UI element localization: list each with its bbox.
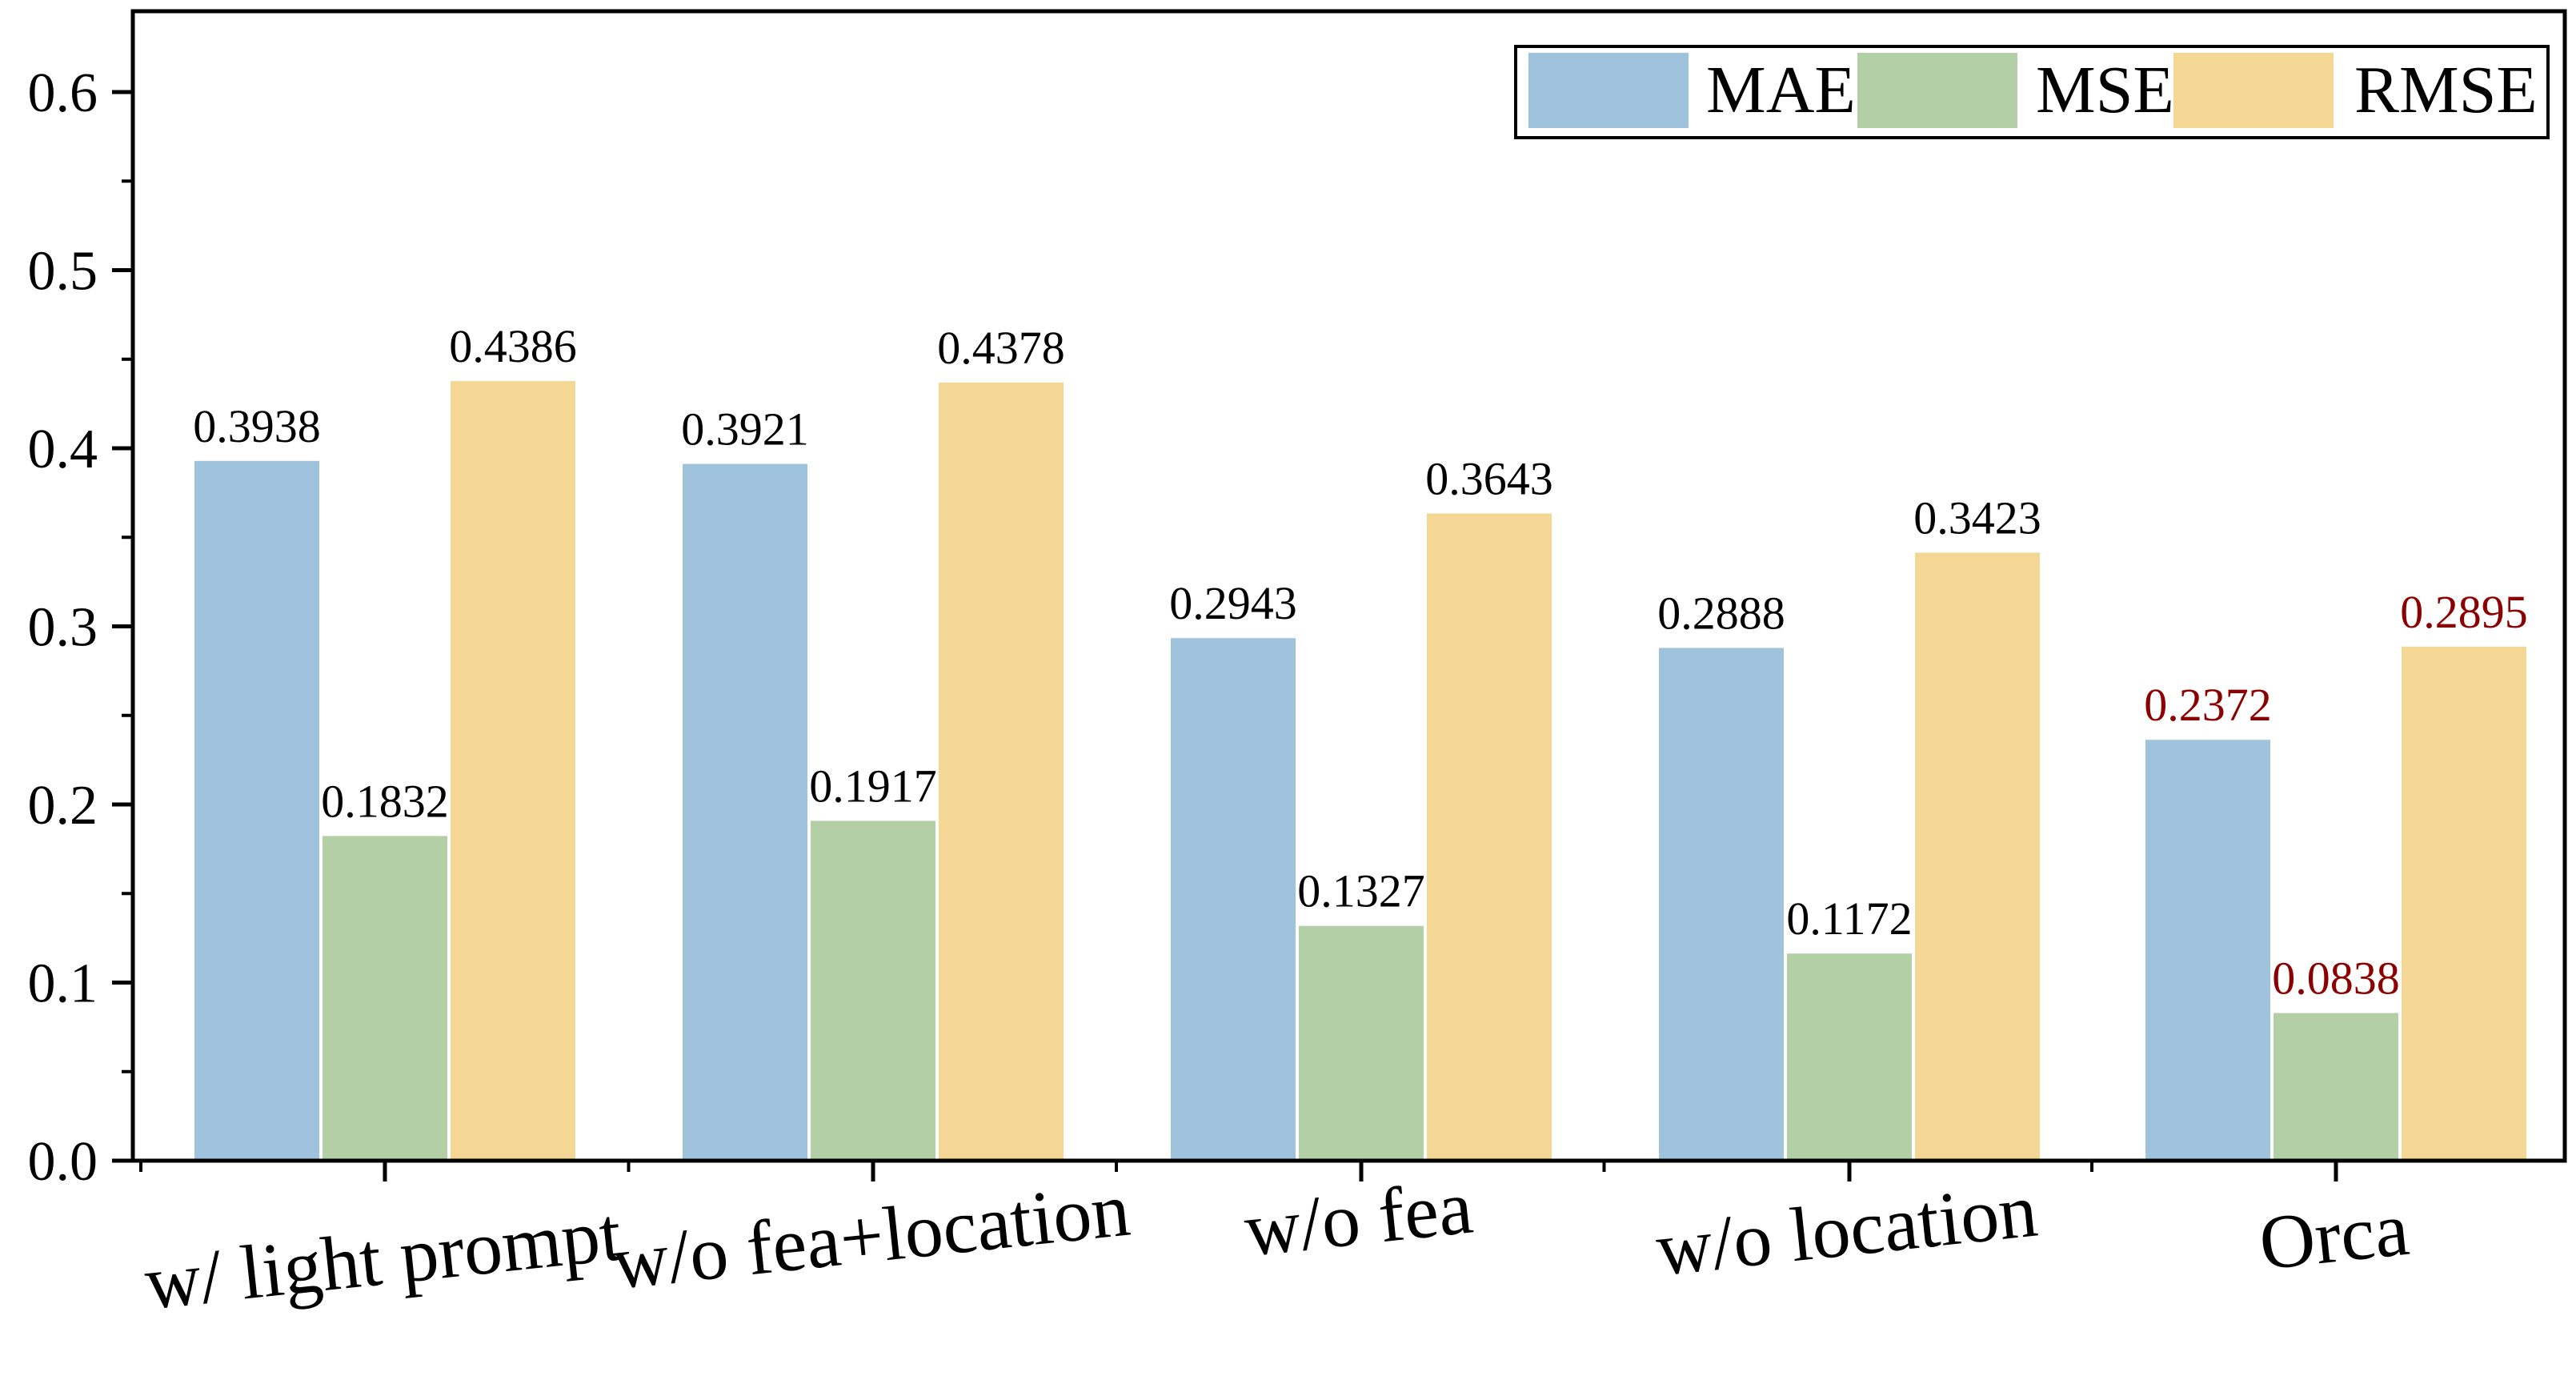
legend-swatch-mse <box>1857 53 2017 128</box>
data-label-mse-w-o-location: 0.1172 <box>1786 893 1912 945</box>
x-tick-label-w-o-fea: w/o fea <box>1240 1164 1476 1273</box>
legend-label-rmse: RMSE <box>2354 53 2538 127</box>
y-tick-label: 0.1 <box>28 953 98 1015</box>
legend: MAE MSE RMSE <box>1514 45 2550 139</box>
data-label-mse-orca: 0.0838 <box>2272 953 2400 1005</box>
plot-frame <box>130 9 2567 1163</box>
bar-mae-w-o-location <box>1656 644 1787 1162</box>
data-label-rmse-w-o-location: 0.3423 <box>1913 491 2041 544</box>
data-label-mse-w-light-prompt: 0.1832 <box>321 775 449 827</box>
bar-rmse-w-o-fea <box>1424 510 1555 1162</box>
legend-swatch-mae <box>1528 53 1689 128</box>
bar-rmse-orca <box>2398 643 2530 1162</box>
data-label-mae-w-o-fea-location: 0.3921 <box>681 403 809 455</box>
bar-mae-w-light-prompt <box>191 457 323 1162</box>
bar-mse-w-o-fea-location <box>807 817 939 1163</box>
y-tick-label: 0.6 <box>28 62 98 124</box>
bar-mse-w-o-location <box>1784 950 1915 1162</box>
data-label-rmse-w-o-fea-location: 0.4378 <box>937 322 1065 374</box>
bar-rmse-w-o-location <box>1912 549 2043 1162</box>
bar-mae-w-o-fea <box>1168 635 1299 1162</box>
data-label-mse-w-o-fea-location: 0.1917 <box>809 760 937 812</box>
data-label-rmse-orca: 0.2895 <box>2400 586 2528 638</box>
bars-layer <box>191 378 2530 1163</box>
bar-mae-orca <box>2142 736 2274 1162</box>
legend-swatch-rmse <box>2173 53 2334 128</box>
legend-label-mse: MSE <box>2036 53 2174 127</box>
data-label-mse-w-o-fea: 0.1327 <box>1297 865 1425 917</box>
x-tick-label-w-o-fea-location: w/o fea+location <box>609 1166 1134 1306</box>
y-tick-label: 0.4 <box>28 419 98 480</box>
data-label-mae-w-light-prompt: 0.3938 <box>193 400 321 452</box>
bar-mae-w-o-fea-location <box>679 460 811 1162</box>
data-labels-layer: 0.3938 0.3921 0.2943 0.2888 0.2372 0.1832 0.19… <box>193 320 2528 1004</box>
bar-rmse-w-light-prompt <box>447 378 579 1162</box>
y-tick-label: 0.3 <box>28 597 98 659</box>
y-tick-label: 0.0 <box>28 1131 98 1193</box>
data-label-rmse-w-light-prompt: 0.4386 <box>449 320 577 372</box>
x-tick-label-w-o-location: w/o location <box>1653 1167 2041 1292</box>
data-label-mae-orca: 0.2372 <box>2144 679 2272 731</box>
data-label-mae-w-o-location: 0.2888 <box>1657 587 1785 639</box>
y-tick-label: 0.5 <box>28 241 98 303</box>
bar-mse-w-o-fea <box>1296 922 1427 1163</box>
y-tick-label: 0.2 <box>28 775 98 836</box>
x-tick-label-w-light-prompt: w/ light prompt <box>141 1190 626 1326</box>
legend-label-mae: MAE <box>1706 53 1856 127</box>
bar-rmse-w-o-fea-location <box>935 379 1067 1162</box>
bar-mse-w-light-prompt <box>319 832 451 1162</box>
x-tick-label-orca: Orca <box>2255 1185 2413 1286</box>
data-label-rmse-w-o-fea: 0.3643 <box>1425 452 1553 504</box>
data-label-mae-w-o-fea: 0.2943 <box>1169 577 1297 629</box>
bar-mse-orca <box>2270 1009 2402 1163</box>
